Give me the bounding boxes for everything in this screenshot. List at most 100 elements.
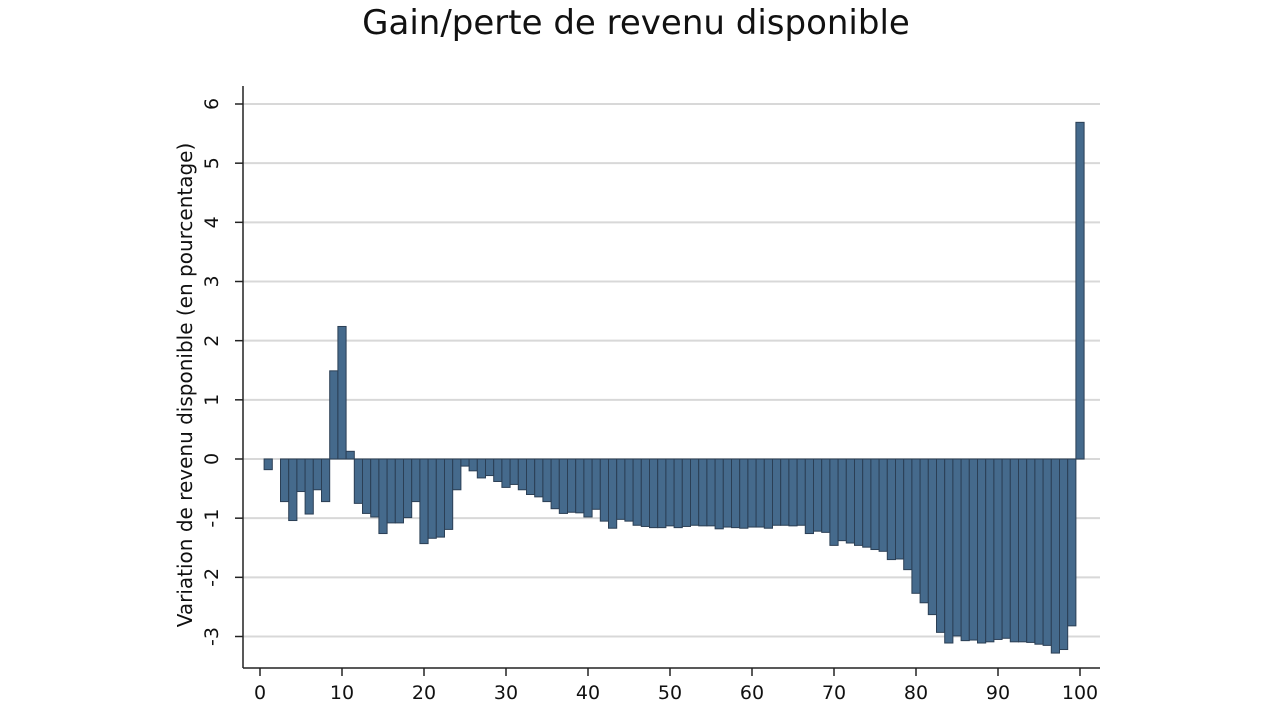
bar-95: [1034, 458, 1044, 645]
y-tick-label-6: 6: [201, 98, 223, 110]
bar-81: [919, 458, 929, 604]
bar-40: [583, 458, 593, 518]
bar-6: [304, 458, 314, 515]
x-tick-label-60: 60: [740, 682, 764, 704]
bar-47: [640, 458, 650, 527]
bar-67: [804, 458, 814, 535]
bar-94: [1026, 458, 1036, 643]
bar-75: [870, 458, 880, 551]
y-tick-label-4: 4: [201, 216, 223, 228]
bar-100: [1075, 121, 1085, 460]
bar-4: [288, 458, 298, 522]
bar-48: [649, 458, 659, 529]
bar-62: [763, 458, 773, 529]
bar-18: [403, 458, 413, 519]
bar-26: [468, 458, 478, 472]
x-tick-label-10: 10: [330, 682, 354, 704]
x-tick-label-90: 90: [986, 682, 1010, 704]
bar-85: [952, 458, 962, 637]
bar-56: [714, 458, 724, 530]
bar-84: [944, 458, 954, 644]
bar-15: [378, 458, 388, 535]
bar-59: [739, 458, 749, 529]
bar-29: [493, 458, 503, 482]
y-axis-title: Variation de revenu disponible (en pourc…: [173, 143, 197, 628]
bar-9: [329, 370, 339, 460]
bar-28: [485, 458, 495, 477]
bar-91: [1001, 458, 1011, 639]
bar-45: [624, 458, 634, 522]
bar-97: [1050, 458, 1061, 654]
bar-93: [1018, 458, 1028, 643]
bar-72: [845, 458, 855, 544]
bar-21: [427, 458, 437, 539]
bar-53: [690, 458, 700, 526]
bar-99: [1067, 458, 1077, 627]
bar-7: [312, 458, 322, 491]
bar-61: [755, 458, 765, 528]
bar-79: [903, 458, 913, 571]
bar-82: [927, 458, 937, 616]
bar-3: [280, 458, 290, 503]
bar-5: [296, 458, 306, 493]
bar-23: [444, 458, 454, 530]
bar-34: [534, 458, 544, 498]
bar-19: [411, 458, 421, 503]
bar-17: [394, 458, 404, 524]
bar-69: [821, 458, 831, 533]
bar-1: [263, 458, 273, 471]
bar-27: [476, 458, 486, 479]
bar-36: [550, 458, 560, 510]
bar-39: [575, 458, 585, 514]
bar-52: [681, 458, 691, 527]
bar-22: [435, 458, 445, 538]
bar-64: [780, 458, 790, 526]
bar-20: [419, 458, 429, 545]
bar-51: [673, 458, 683, 529]
bar-35: [542, 458, 552, 503]
bar-80: [911, 458, 921, 594]
bar-66: [796, 458, 806, 526]
chart-title: Gain/perte de revenu disponible: [362, 3, 910, 43]
bar-46: [632, 458, 642, 526]
x-tick-label-70: 70: [822, 682, 846, 704]
bar-33: [526, 458, 536, 495]
bar-70: [829, 458, 839, 546]
bar-37: [558, 458, 568, 514]
bar-24: [452, 458, 462, 491]
bar-12: [353, 458, 363, 504]
y-tick-label-0: 0: [201, 453, 223, 465]
bar-98: [1059, 458, 1069, 651]
bar-77: [886, 458, 896, 561]
x-tick-label-0: 0: [254, 682, 266, 704]
bar-92: [1009, 458, 1019, 643]
x-tick-label-80: 80: [904, 682, 928, 704]
bar-25: [460, 458, 470, 467]
x-tick-label-40: 40: [576, 682, 600, 704]
bar-86: [960, 458, 970, 642]
bar-11: [345, 450, 355, 460]
bar-74: [862, 458, 872, 548]
bar-73: [854, 458, 864, 546]
y-tick-label--2: -2: [201, 568, 223, 587]
y-tick-label-2: 2: [201, 335, 223, 347]
bar-63: [772, 458, 782, 526]
bar-32: [517, 458, 527, 491]
x-tick-label-20: 20: [412, 682, 436, 704]
bar-16: [386, 458, 396, 524]
bar-13: [362, 458, 372, 514]
y-tick-label--3: -3: [201, 627, 223, 646]
bar-8: [321, 458, 331, 503]
bar-10: [337, 325, 347, 460]
bar-88: [977, 458, 987, 644]
bar-49: [657, 458, 667, 529]
bar-54: [698, 458, 708, 527]
y-tick-label--1: -1: [201, 509, 223, 528]
bar-57: [722, 458, 732, 528]
bar-89: [985, 458, 995, 643]
bar-14: [370, 458, 380, 518]
bar-76: [878, 458, 888, 552]
bar-60: [747, 458, 757, 528]
bar-71: [837, 458, 847, 542]
